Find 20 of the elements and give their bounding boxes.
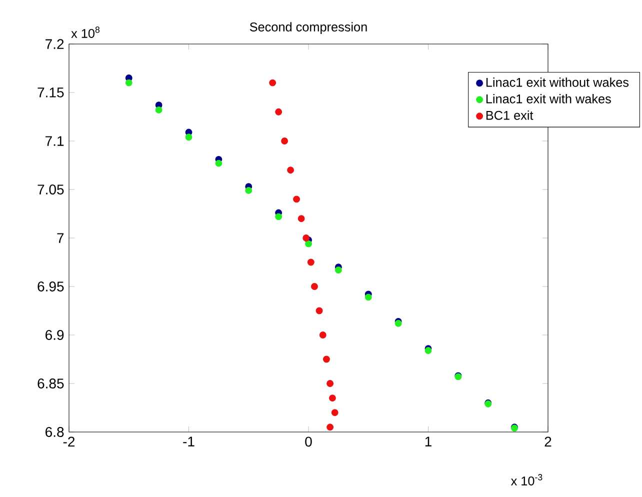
legend-label: Linac1 exit with wakes [486,94,611,104]
y-tick-label: 7.1 [46,136,64,146]
chart-title: Second compression [250,22,367,34]
text: x 10$^{-3}$ [510,474,542,486]
y-tick-label: 6.85 [38,378,64,388]
y-tick-label: 7.05 [38,184,64,194]
legend-label: BC1 exit [486,110,534,120]
y-tick-label: 6.8 [46,427,64,437]
y-tick-label: 7 [57,233,64,243]
text: x 10$^{8}$ [71,26,100,38]
y-tick-label: 7.15 [38,88,64,98]
y-tick-label: 6.9 [46,330,64,340]
x-tick-label: -2 [63,436,75,446]
y-tick-label: 6.95 [38,282,64,292]
x-tick-label: 1 [425,436,432,446]
y-tick-label: 7.2 [46,39,64,49]
x-tick-label: 2 [544,436,552,446]
legend-label: Linac1 exit without wakes [486,78,629,87]
x-tick-label: -1 [183,436,194,446]
x-tick-label: 0 [305,436,312,447]
